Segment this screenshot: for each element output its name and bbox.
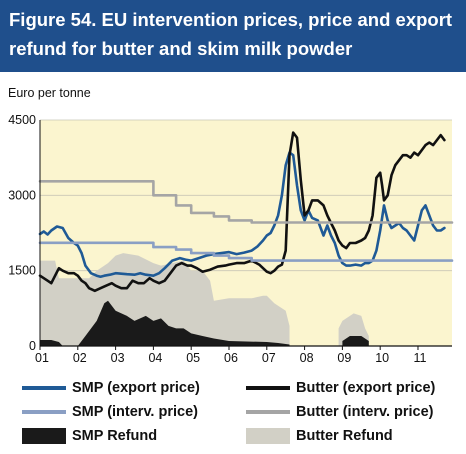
legend-swatch <box>246 428 290 444</box>
legend: SMP (export price) Butter (export price)… <box>0 372 466 454</box>
x-tick-label: 07 <box>262 351 276 365</box>
y-tick-label: 1500 <box>8 264 36 278</box>
y-axis-label: Euro per tonne <box>8 86 91 100</box>
x-tick-label: 03 <box>111 351 125 365</box>
x-tick-label: 05 <box>186 351 200 365</box>
y-tick-labels: 0 1500 3000 4500 <box>8 113 36 353</box>
x-tick-label: 10 <box>375 351 389 365</box>
line-butter-export-price- <box>38 131 446 293</box>
y-tick-label: 0 <box>29 339 36 353</box>
x-tick-label: 11 <box>413 351 426 365</box>
axes <box>39 120 452 347</box>
legend-label: Butter Refund <box>296 428 393 444</box>
x-tick-label: 01 <box>35 351 49 365</box>
figure-title: Figure 54. EU intervention prices, price… <box>9 9 453 59</box>
refund-areas <box>40 253 452 346</box>
legend-swatch <box>246 386 290 390</box>
x-tick-label: 06 <box>224 351 238 365</box>
legend-swatch <box>22 386 66 390</box>
legend-swatch <box>22 410 66 414</box>
x-tick-label: 09 <box>337 351 351 365</box>
x-tick-label: 02 <box>73 351 87 365</box>
line-smp-export-price- <box>38 151 446 278</box>
line-butter-interv-price- <box>38 180 454 224</box>
price-lines <box>38 131 454 293</box>
figure-header: Figure 54. EU intervention prices, price… <box>0 0 466 72</box>
x-tick-labels: 01 02 03 04 05 06 07 08 09 10 11 <box>35 346 427 365</box>
legend-label: SMP (interv. price) <box>72 404 198 420</box>
legend-label: SMP (export price) <box>72 380 200 396</box>
legend-swatch <box>246 410 290 414</box>
legend-label: SMP Refund <box>72 428 158 444</box>
x-tick-label: 04 <box>148 351 162 365</box>
legend-swatch <box>22 428 66 444</box>
x-tick-label: 08 <box>300 351 314 365</box>
y-tick-label: 4500 <box>8 113 36 127</box>
legend-label: Butter (export price) <box>296 380 436 396</box>
line-smp-interv-price- <box>38 241 454 262</box>
area-smp-refund <box>40 300 452 346</box>
legend-label: Butter (interv. price) <box>296 404 434 420</box>
y-tick-label: 3000 <box>8 188 36 202</box>
